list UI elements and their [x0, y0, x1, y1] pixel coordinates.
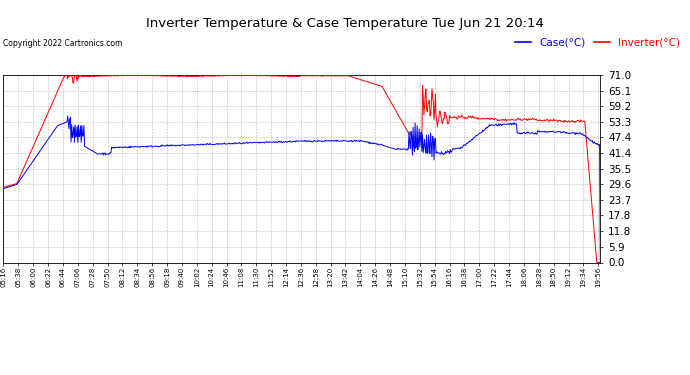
Text: Inverter Temperature & Case Temperature Tue Jun 21 20:14: Inverter Temperature & Case Temperature …	[146, 17, 544, 30]
Text: Copyright 2022 Cartronics.com: Copyright 2022 Cartronics.com	[3, 39, 123, 48]
Legend: Case(°C), Inverter(°C): Case(°C), Inverter(°C)	[511, 33, 684, 52]
